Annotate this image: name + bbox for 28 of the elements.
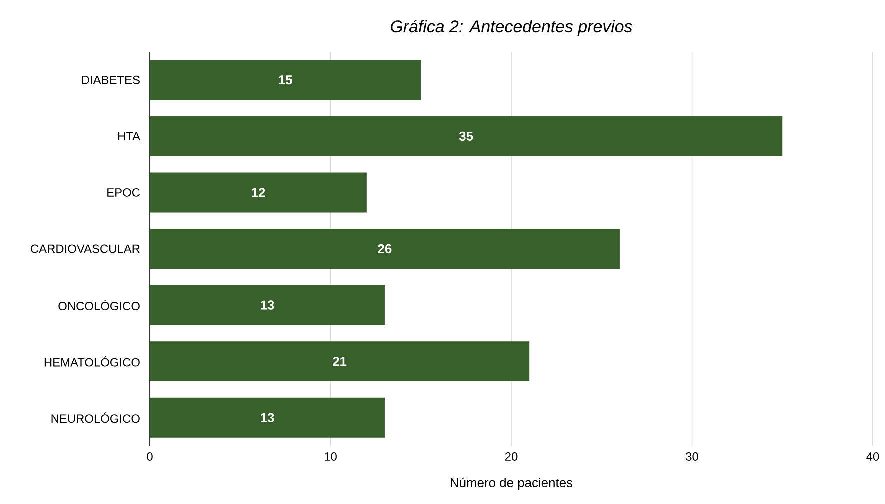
data-label: 12 <box>252 188 266 198</box>
y-tick-label: NEUROLÓGICO <box>52 412 140 424</box>
y-tick-label: HTA <box>118 132 140 141</box>
x-tick-label: 30 <box>686 452 698 461</box>
bar <box>150 172 367 213</box>
y-tick-label: DIABETES <box>82 76 140 84</box>
chart-title: Gráfica 2: Antecedentes previos <box>391 20 632 36</box>
data-label: 15 <box>279 76 292 85</box>
bar <box>150 229 620 269</box>
data-label: 13 <box>261 300 274 310</box>
data-label: 26 <box>378 244 392 254</box>
y-tick-label: HEMATOLÓGICO <box>44 356 140 367</box>
bar <box>150 116 783 156</box>
x-tick-label: 10 <box>325 452 337 461</box>
data-label: 13 <box>261 413 274 422</box>
bar <box>150 398 385 438</box>
x-tick-label: 40 <box>866 452 880 461</box>
x-tick-label: 20 <box>505 452 518 461</box>
x-tick-label: 0 <box>147 452 153 461</box>
y-tick-label: ONCOLÓGICO <box>58 300 140 311</box>
data-label: 35 <box>459 132 474 142</box>
y-tick-label: EPOC <box>108 188 140 197</box>
x-axis-title: Número de pacientes <box>451 478 573 490</box>
bar <box>150 342 530 382</box>
bar <box>150 60 422 100</box>
data-label: 21 <box>333 357 347 366</box>
bar <box>150 285 385 326</box>
y-tick-label: CARDIOVASCULAR <box>31 244 140 254</box>
